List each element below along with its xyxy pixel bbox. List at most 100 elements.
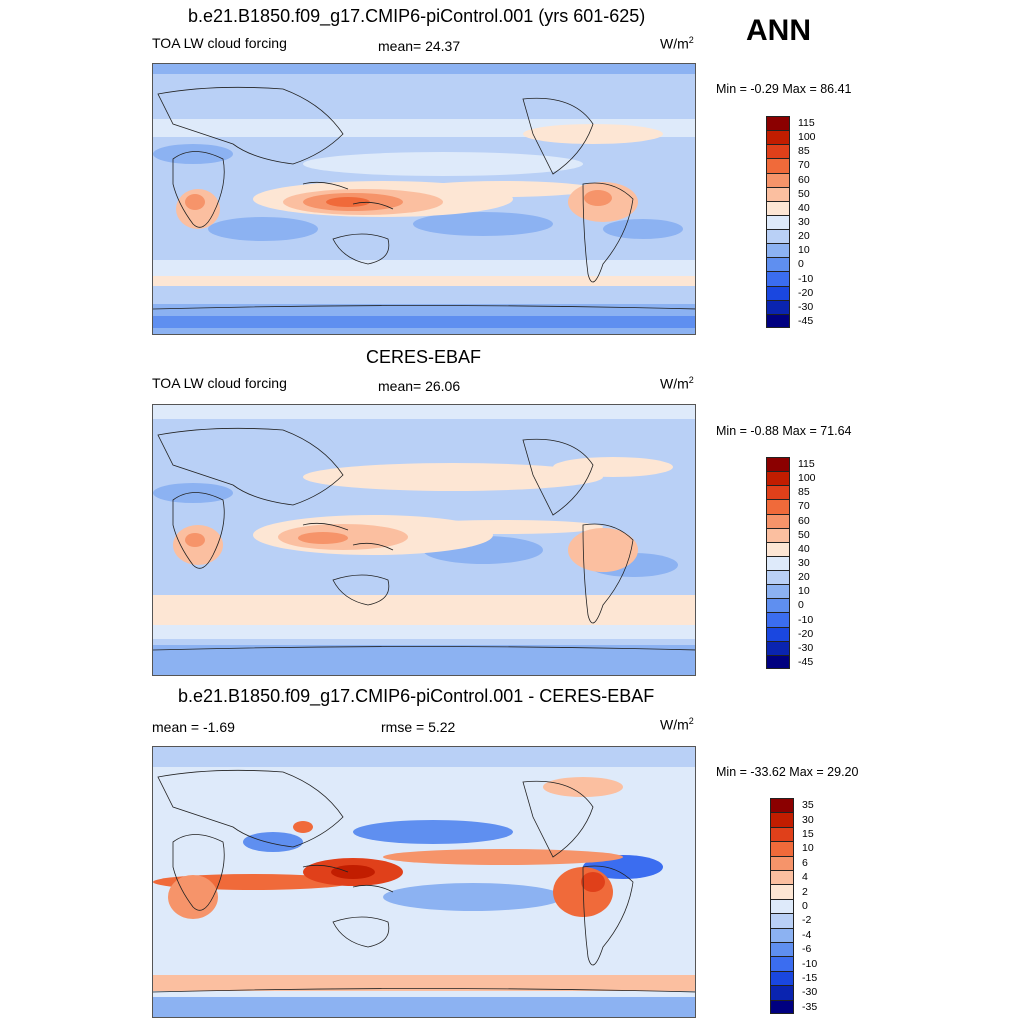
maritime-continent-peak [331,865,375,879]
arctic-region [153,405,695,419]
panel-title: CERES-EBAF [366,347,482,367]
colorbar-tick-label: 0 [798,258,804,271]
global-map [152,404,696,676]
colorbar-tick-label: 10 [798,244,810,257]
colorbar-tick-label: 2 [802,885,808,898]
rmse-label: rmse = 5.22 [381,719,456,735]
colorbar-swatch [766,158,790,173]
north-pacific-band [303,152,583,176]
colorbar-swatch [770,826,794,842]
min-max-label: Min = -33.62 Max = 29.20 [716,765,859,779]
colorbar-swatch [766,200,790,215]
colorbar-swatch [770,970,794,986]
colorbar-tick-label: -45 [798,314,814,327]
colorbar-tick-label: 60 [798,173,810,186]
colorbar-tick-label: 30 [798,557,810,569]
se-pacific-subsidence [413,212,553,236]
colorbar-tick-label: 30 [802,813,814,826]
map-field [153,747,695,1017]
colorbar-swatch [770,999,794,1014]
coastlines [153,427,695,651]
colorbar-swatch [766,555,790,571]
colorbar-tick-label: -45 [798,655,814,668]
colorbar-tick-label: 10 [802,842,814,855]
mean-label: mean = -1.69 [152,719,235,735]
colorbar-tick-label: 60 [798,514,810,527]
units-text: W/m [660,716,689,733]
colorbar-tick-label: 0 [798,599,804,612]
colorbar-swatch [770,884,794,899]
pacific-itcz [403,520,603,534]
colorbar-swatch [766,527,790,542]
colorbar-swatch [766,626,790,641]
tropical-warm-pool-core [298,532,348,544]
colorbar-swatch [766,598,790,613]
units-superscript: 2 [688,35,694,45]
colorbar-swatch [770,841,794,856]
colorbar-tick-label: -30 [798,300,814,313]
colorbar-swatch [766,541,790,556]
colorbar-swatch [766,584,790,599]
colorbar-swatch [766,612,790,627]
colorbar-swatch [766,299,790,314]
coastlines [153,769,695,993]
colorbar-tick-label: 50 [798,528,810,541]
north-pacific-stormtrack [303,463,603,491]
colorbar-tick-label: -30 [802,986,818,999]
mean-label: mean= 26.06 [378,378,461,394]
colorbar-tick-label: 70 [798,500,810,513]
colorbar-swatch [766,513,790,528]
colorbar-tick-label: 20 [798,571,810,584]
colorbar: 115 100 85 70 60 50 40 30 20 10 0 -10 -20 -30 -45 [766,457,826,669]
colorbar-swatch [766,485,790,500]
tropical-warm-pool-peak [326,197,370,207]
colorbar-swatch [770,870,794,885]
colorbar-swatch [766,172,790,187]
season-label: ANN [746,14,811,47]
colorbar-swatch [770,927,794,942]
colorbar-swatch [770,942,794,957]
colorbar-swatch [766,229,790,244]
colorbar-swatch [770,798,794,813]
colorbar-tick-label: 115 [798,117,815,130]
colorbar-swatch [770,913,794,928]
amazon-core [584,190,612,206]
map-field [153,64,695,334]
colorbar-tick-label: 35 [802,799,814,812]
africa-core [185,194,205,210]
colorbar-swatch [766,243,790,258]
colorbar-tick-label: -20 [798,627,814,640]
colorbar-tick-label: 6 [802,856,808,869]
variable-label: TOA LW cloud forcing [152,35,287,51]
units-superscript: 2 [688,375,694,385]
colorbar-tick-label: -20 [798,286,814,299]
units-label: W/m2 [660,375,694,392]
min-max-label: Min = -0.29 Max = 86.41 [716,82,852,96]
colorbar-tick-label: 30 [798,216,810,228]
coastlines [153,86,695,310]
panel-title: b.e21.B1850.f09_g17.CMIP6-piControl.001 … [188,6,646,26]
arctic-region [153,747,695,767]
colorbar-swatch [766,271,790,286]
colorbar-tick-label: -10 [798,272,814,285]
arctic-region [153,64,695,74]
colorbar-tick-label: 4 [802,871,808,884]
colorbar-swatch [766,285,790,300]
colorbar-swatch [766,654,790,669]
antarctic-low-band [153,316,695,328]
colorbar-swatch [766,313,790,328]
colorbar-swatch [766,570,790,585]
tibet-positive [293,821,313,833]
antarctic-region [153,645,695,675]
colorbar-tick-label: 20 [798,230,810,243]
southern-storm-track [153,276,695,286]
colorbar-tick-label: -6 [802,943,812,956]
south-atlantic-subsidence [603,219,683,239]
pacific-itcz-positive [383,849,623,865]
north-pacific-negative [353,820,513,844]
colorbar-swatch [766,144,790,159]
amazon-peak [581,872,605,892]
antarctic-margin-positive [153,975,695,991]
colorbar-tick-label: -10 [802,957,818,970]
north-atlantic-stormtrack [553,457,673,477]
